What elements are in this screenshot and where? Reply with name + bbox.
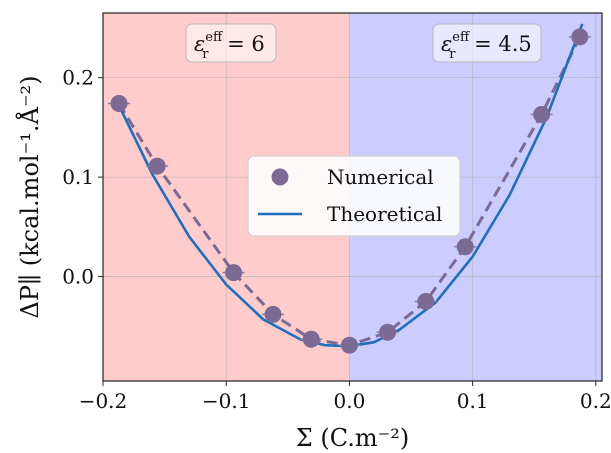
legend-box <box>247 155 461 237</box>
legend: Numerical Theoretical <box>247 155 461 237</box>
legend-marker-numerical <box>271 168 289 186</box>
numerical-point <box>264 305 282 323</box>
y-tick-label: 0.1 <box>62 165 94 189</box>
numerical-point <box>225 264 243 282</box>
region-labels: εeff r = 6 εeff r = 4.5 <box>185 23 542 63</box>
legend-label-theoretical: Theoretical <box>327 202 442 226</box>
plot-frame <box>102 12 603 382</box>
numerical-point <box>456 238 474 256</box>
region-label-box <box>432 23 542 63</box>
plot-area <box>108 23 591 354</box>
x-axis-ticks: −0.2 −0.1 0.0 0.1 0.2 <box>79 381 611 413</box>
x-tick-label: 0.1 <box>457 389 489 413</box>
y-axis-ticks: 0.0 0.1 0.2 <box>62 66 103 289</box>
y-tick-label: 0.2 <box>62 66 94 90</box>
numerical-point <box>110 95 128 113</box>
region-label: εeff r = 6 <box>194 30 265 62</box>
region-label: εeff r = 4.5 <box>441 30 532 62</box>
x-tick-label: −0.2 <box>79 389 128 413</box>
numerical-point <box>417 292 435 310</box>
numerical-point <box>533 105 551 123</box>
numerical-point <box>302 330 320 348</box>
y-axis-label: ΔP∥ (kcal.mol⁻¹.Å⁻²) <box>15 76 44 319</box>
region-label-box <box>185 23 277 63</box>
numerical-point <box>148 157 166 175</box>
x-axis-label: Σ (C.m⁻²) <box>296 424 410 452</box>
y-tick-label: 0.0 <box>62 265 94 289</box>
x-tick-label: 0.0 <box>334 389 366 413</box>
x-tick-label: 0.2 <box>580 389 611 413</box>
numerical-point <box>571 28 589 46</box>
x-tick-label: −0.1 <box>202 389 251 413</box>
numerical-point <box>340 336 358 354</box>
legend-label-numerical: Numerical <box>327 165 434 189</box>
numerical-point <box>379 323 397 341</box>
